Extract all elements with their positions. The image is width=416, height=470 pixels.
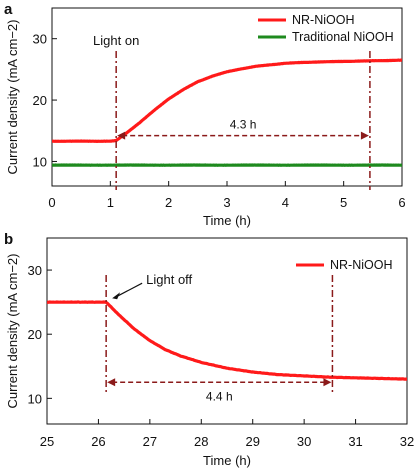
panel-b-plot-frame [46,237,408,425]
panel-a-span-arrowhead-right [360,131,369,140]
panel-a-legend: NR-NiOOH Traditional NiOOH [258,13,394,44]
x-tick-label: 26 [91,434,105,449]
x-tick-label: 29 [245,434,259,449]
panel-b-x-axis-label: Time (h) [203,453,251,468]
x-tick-label: 0 [48,195,55,210]
panel-b-light-off-pointer [116,282,143,297]
panel-a: a 10 20 30 0 1 2 3 4 5 6 4.3 h Light on NR-NiOOH… [4,1,406,228]
panel-a-light-on-label: Light on [93,33,139,48]
panel-a-span-label: 4.3 h [230,118,257,132]
panel-a-annotations: 4.3 h Light on [93,33,371,190]
panel-b-legend: NR-NiOOH [296,258,393,272]
x-tick-label: 6 [398,195,405,210]
panel-b: b 10 20 30 25 26 27 28 29 30 31 32 4.4 h Light of… [4,231,414,468]
panel-b-y-axis-label: Current density (mA cm−2) [5,254,20,409]
x-tick-label: 4 [282,195,289,210]
panel-a-x-ticks: 0 1 2 3 4 5 6 [48,181,406,210]
x-tick-label: 1 [107,195,114,210]
x-tick-label: 3 [223,195,230,210]
panel-a-y-ticks: 10 20 30 [33,32,57,169]
panel-b-y-ticks: 10 20 30 [28,263,52,406]
x-tick-label: 27 [143,434,157,449]
panel-a-series [51,58,403,167]
panel-b-span-label: 4.4 h [206,389,233,403]
panel-a-label: a [4,1,13,18]
x-tick-label: 5 [340,195,347,210]
x-tick-label: 25 [40,434,54,449]
x-tick-label: 32 [400,434,414,449]
y-tick-label: 10 [28,391,42,406]
panel-b-light-off-label: Light off [146,272,192,287]
panel-a-span-arrowhead-left [117,131,126,140]
panel-b-series [46,300,408,381]
panel-b-label: b [4,231,13,248]
series-line-nr-niooh [46,300,408,381]
x-tick-label: 28 [194,434,208,449]
y-tick-label: 30 [28,263,42,278]
legend-label-nr-niooh-b: NR-NiOOH [330,258,393,272]
y-tick-label: 10 [33,154,47,169]
panel-b-annotations: 4.4 h Light off [105,272,334,403]
panel-b-x-ticks: 25 26 27 28 29 30 31 32 [40,419,414,449]
panel-a-x-axis-label: Time (h) [203,213,251,228]
legend-label-nr-niooh: NR-NiOOH [292,13,355,27]
y-tick-label: 30 [33,32,47,47]
x-tick-label: 2 [165,195,172,210]
y-tick-label: 20 [33,93,47,108]
panel-b-span-arrowhead-right [323,378,332,387]
series-line-nr-niooh [51,58,403,143]
x-tick-label: 30 [297,434,311,449]
y-tick-label: 20 [28,327,42,342]
x-tick-label: 31 [348,434,362,449]
legend-label-traditional-niooh: Traditional NiOOH [292,30,394,44]
panel-a-y-axis-label: Current density (mA cm−2) [5,20,20,175]
panel-b-span-arrowhead-left [107,378,116,387]
panel-b-light-off-pointer-head [112,292,121,300]
